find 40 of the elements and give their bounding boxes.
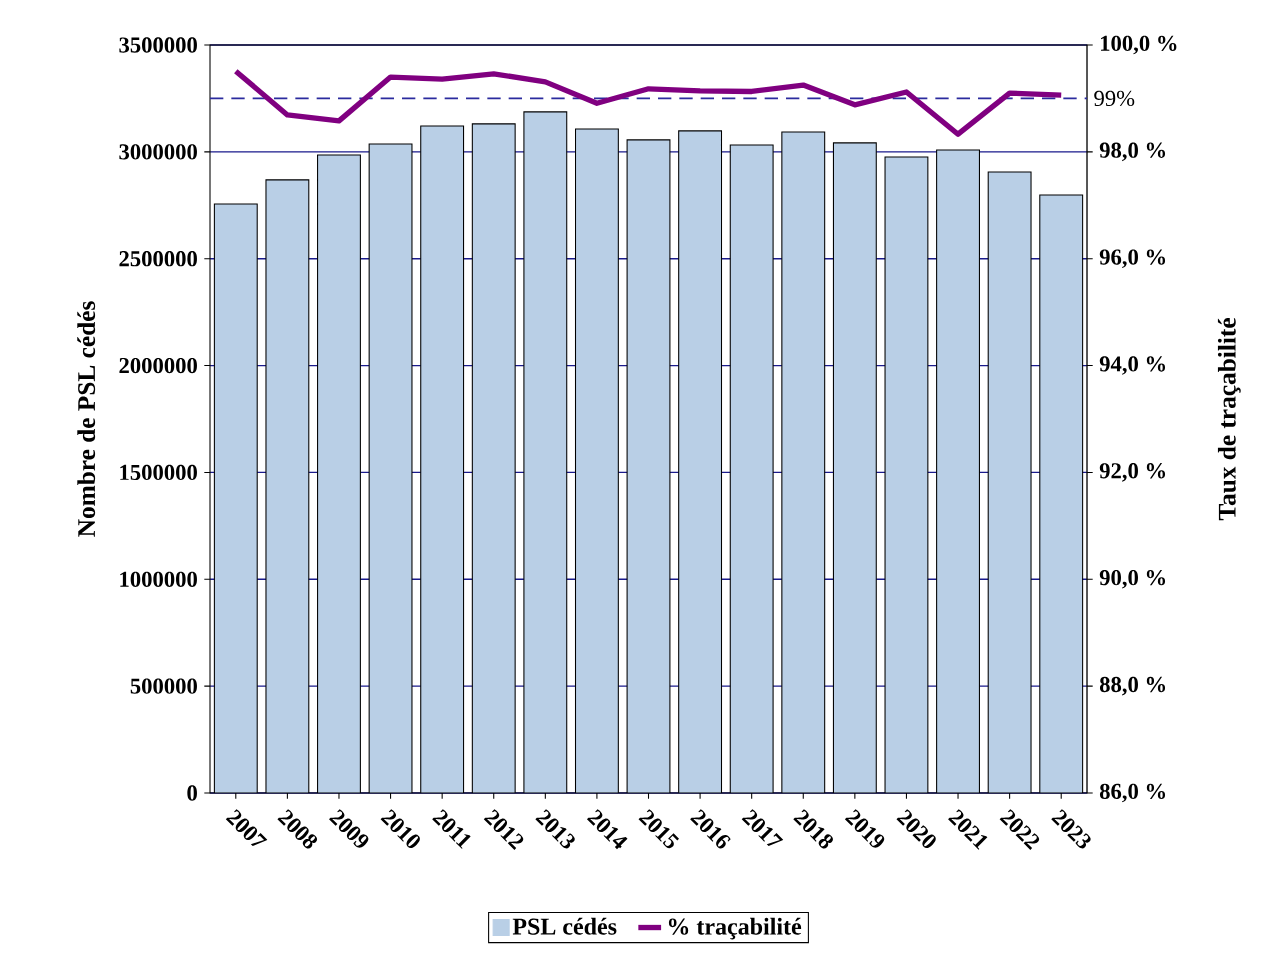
bar [420,125,464,793]
y2-tick-label: 98,0 % [1099,142,1166,162]
bar [936,149,980,793]
y2-tick-label: 96,0 % [1099,249,1166,268]
bar [730,145,774,793]
bar [627,139,670,793]
bar [575,128,619,793]
y2-tick-label: 100,0 % [1101,35,1177,55]
bar [678,130,722,793]
legend-label: % traçabilité [668,917,802,940]
x-tick-label: 2017 [741,809,784,847]
bar [1039,194,1084,793]
bar [472,123,516,793]
y2-axis-title: Taux de traçabilité [1217,318,1241,521]
x-tick-label: 2007 [225,809,268,847]
y-tick-label: 3000000 [119,144,197,160]
bar [988,171,1032,793]
bar [523,111,567,793]
bar [885,156,928,793]
bar [369,143,412,793]
bar [781,131,825,793]
bar [265,179,309,793]
ref-line-label: 99% [1094,90,1135,107]
bar [214,203,258,793]
y2-tick-label: 90,0 % [1099,569,1166,589]
y-tick-label: 3500000 [119,37,197,53]
bar [317,155,361,793]
y-tick-label: 2000000 [119,357,197,374]
y-tick-label: 500000 [130,678,197,694]
y-tick-label: 1000000 [120,571,197,587]
legend-label: PSL cédés [512,917,617,935]
y2-tick-label: 92,0 % [1099,463,1166,482]
y2-tick-label: 94,0 % [1099,356,1166,375]
y2-tick-label: 86,0 % [1099,783,1166,803]
y2-tick-label: 88,0 % [1099,676,1166,696]
y-tick-label: 2500000 [119,251,197,267]
bar [833,142,877,793]
y-axis-title: Nombre de PSL cédés [77,301,96,537]
y-tick-label: 0 [187,785,197,801]
y-tick-label: 1500000 [120,464,197,481]
